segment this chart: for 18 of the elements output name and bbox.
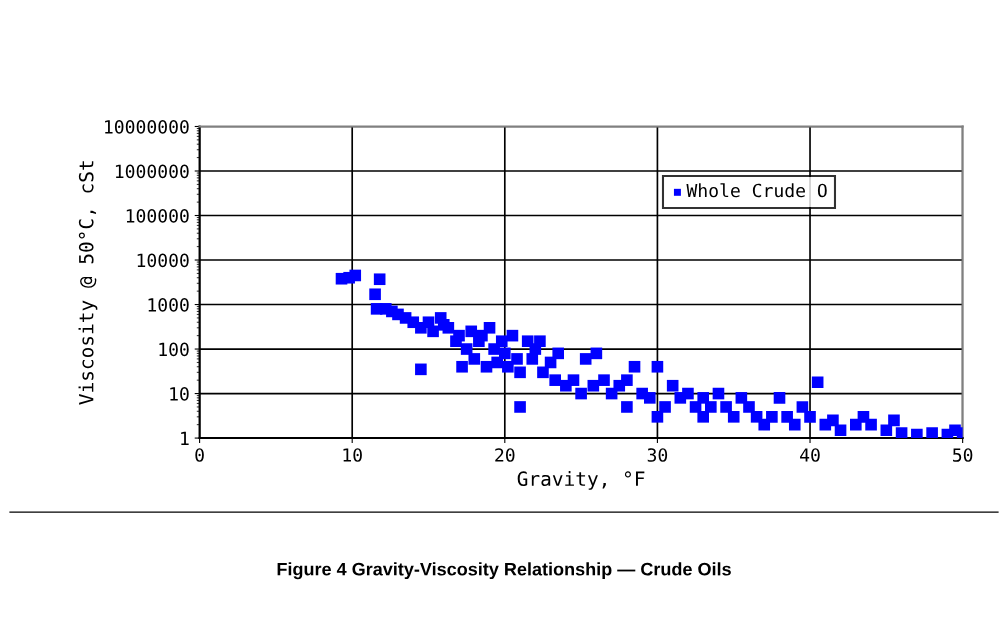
y-tick-label: 100 [159, 342, 189, 357]
legend-label: Whole Crude O [686, 183, 827, 198]
y-tick-label: 100000 [126, 209, 189, 223]
y-tick-label: 10 [170, 387, 189, 401]
x-tick-label: 20 [495, 448, 515, 462]
x-axis-title: Gravity, °F [517, 471, 645, 490]
y-tick-label: 1000000 [115, 164, 189, 179]
y-tick-label: 1 [181, 431, 189, 445]
y-axis-title: Viscosity @ 50°C, cSt [78, 161, 98, 405]
y-tick-label: 10000 [137, 253, 189, 268]
x-tick-label: 10 [343, 448, 362, 462]
x-tick-label: 50 [953, 448, 973, 462]
x-tick-label: 30 [647, 448, 668, 462]
y-tick-label: 1000 [148, 298, 189, 312]
x-tick-label: 0 [195, 448, 204, 462]
caption: Figure 4 Gravity-Viscosity Relationship — Crude Oils [277, 562, 731, 580]
y-tick-label: 10000000 [105, 119, 189, 134]
x-tick-label: 40 [800, 448, 820, 462]
